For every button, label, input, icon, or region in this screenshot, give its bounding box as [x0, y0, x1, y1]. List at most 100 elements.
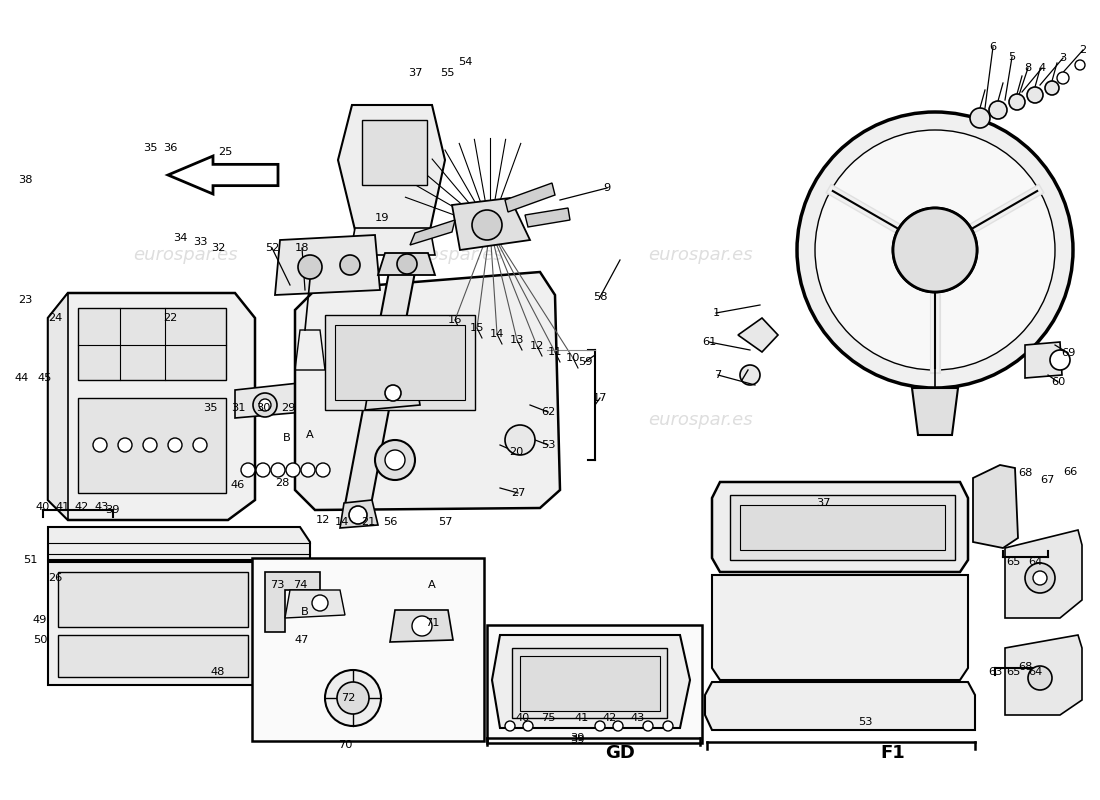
Circle shape: [893, 208, 977, 292]
Text: 49: 49: [33, 615, 47, 625]
Text: 54: 54: [458, 57, 472, 67]
Polygon shape: [1005, 635, 1082, 715]
Circle shape: [385, 450, 405, 470]
Polygon shape: [48, 562, 268, 685]
Text: 74: 74: [293, 580, 307, 590]
Circle shape: [375, 440, 415, 480]
Text: 4: 4: [1038, 63, 1046, 73]
Text: 39: 39: [104, 505, 119, 515]
Bar: [740, 505, 945, 550]
Text: 38: 38: [18, 175, 32, 185]
Text: 64: 64: [1027, 667, 1042, 677]
Bar: [520, 656, 660, 711]
Text: 11: 11: [548, 347, 562, 357]
Text: 14: 14: [334, 517, 349, 527]
Text: 24: 24: [48, 313, 62, 323]
Text: 51: 51: [23, 555, 37, 565]
Text: 35: 35: [143, 143, 157, 153]
Polygon shape: [492, 635, 690, 728]
Circle shape: [908, 222, 962, 278]
Text: 55: 55: [440, 68, 454, 78]
Text: 20: 20: [509, 447, 524, 457]
Circle shape: [385, 385, 402, 401]
Text: 32: 32: [211, 243, 226, 253]
Circle shape: [1045, 81, 1059, 95]
Circle shape: [397, 254, 417, 274]
Circle shape: [595, 721, 605, 731]
Text: 58: 58: [593, 292, 607, 302]
Circle shape: [316, 463, 330, 477]
Circle shape: [740, 365, 760, 385]
Polygon shape: [525, 208, 570, 227]
Polygon shape: [48, 293, 68, 520]
Text: 73: 73: [270, 580, 284, 590]
Circle shape: [893, 208, 977, 292]
Bar: [78, 308, 226, 380]
Text: 10: 10: [565, 353, 581, 363]
Polygon shape: [1005, 530, 1082, 618]
Text: eurospar.es: eurospar.es: [648, 246, 752, 264]
Polygon shape: [48, 527, 310, 560]
Circle shape: [312, 595, 328, 611]
Polygon shape: [365, 375, 420, 410]
Bar: [487, 625, 702, 743]
Text: 42: 42: [75, 502, 89, 512]
Text: 27: 27: [510, 488, 525, 498]
Circle shape: [253, 393, 277, 417]
Polygon shape: [712, 575, 968, 680]
Text: 59: 59: [578, 357, 592, 367]
Text: 53: 53: [858, 717, 872, 727]
Circle shape: [1057, 72, 1069, 84]
Text: eurospar.es: eurospar.es: [398, 411, 503, 429]
Text: 45: 45: [37, 373, 52, 383]
Circle shape: [1033, 571, 1047, 585]
Polygon shape: [235, 378, 350, 418]
Polygon shape: [974, 465, 1018, 548]
Polygon shape: [705, 682, 975, 730]
Text: 37: 37: [816, 498, 831, 508]
Circle shape: [256, 463, 270, 477]
Polygon shape: [265, 572, 320, 632]
Text: 62: 62: [541, 407, 556, 417]
Circle shape: [505, 425, 535, 455]
Text: 46: 46: [231, 480, 245, 490]
Circle shape: [472, 210, 502, 240]
Text: F1: F1: [881, 744, 905, 762]
Text: 2: 2: [1079, 45, 1087, 55]
Circle shape: [298, 255, 322, 279]
Text: 26: 26: [48, 573, 62, 583]
Circle shape: [1027, 87, 1043, 103]
Polygon shape: [505, 183, 556, 212]
Circle shape: [94, 438, 107, 452]
Circle shape: [118, 438, 132, 452]
Circle shape: [143, 438, 157, 452]
Polygon shape: [410, 220, 455, 245]
Text: 17: 17: [593, 393, 607, 403]
Text: 66: 66: [1063, 467, 1077, 477]
Polygon shape: [48, 293, 255, 520]
Text: 12: 12: [530, 341, 544, 351]
Bar: [58, 572, 248, 627]
Text: 68: 68: [1018, 662, 1032, 672]
Text: 25: 25: [218, 147, 232, 157]
Circle shape: [271, 463, 285, 477]
Circle shape: [522, 721, 534, 731]
Polygon shape: [452, 198, 530, 250]
Bar: [336, 325, 465, 400]
Circle shape: [301, 463, 315, 477]
Circle shape: [349, 506, 367, 524]
Text: 44: 44: [15, 373, 29, 383]
Polygon shape: [1025, 342, 1062, 378]
Text: 30: 30: [255, 403, 271, 413]
Bar: [324, 315, 475, 410]
Text: 65: 65: [1005, 557, 1020, 567]
Text: 69: 69: [1060, 348, 1075, 358]
Circle shape: [337, 682, 368, 714]
Text: B: B: [283, 433, 290, 443]
Polygon shape: [344, 256, 418, 510]
Text: GD: GD: [605, 744, 635, 762]
Text: 56: 56: [383, 517, 397, 527]
Polygon shape: [285, 590, 345, 618]
Text: 7: 7: [714, 370, 722, 380]
Text: 71: 71: [425, 618, 439, 628]
